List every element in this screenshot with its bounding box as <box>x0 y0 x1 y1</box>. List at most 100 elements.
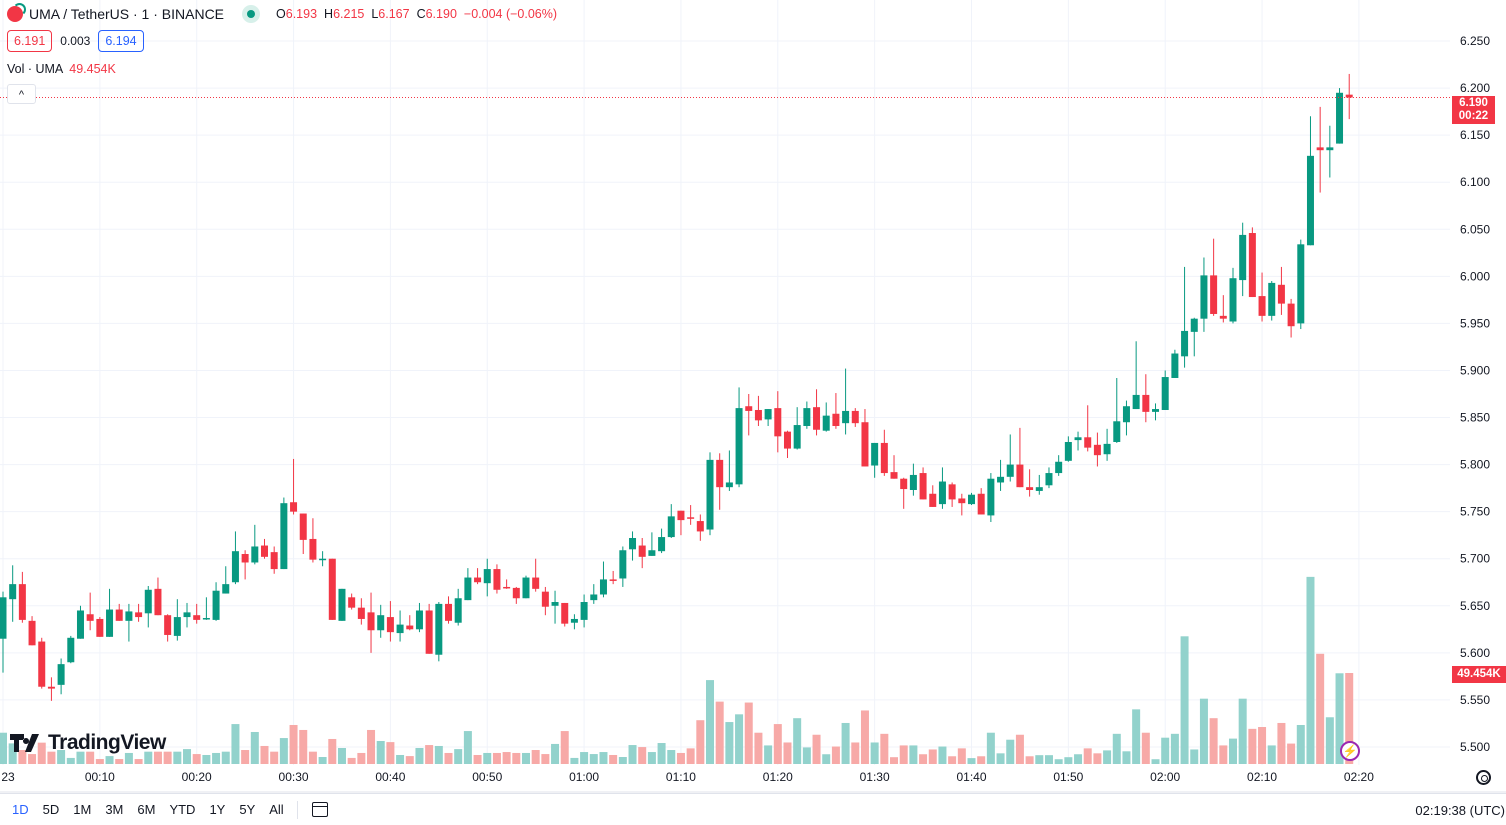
range-button-3m[interactable]: 3M <box>105 802 124 817</box>
date-range-buttons: 1D 5D 1M 3M 6M YTD 1Y 5Y All <box>5 802 291 817</box>
volume-bar <box>696 720 705 764</box>
volume-bar <box>512 752 521 764</box>
volume-bar <box>1132 709 1141 764</box>
range-button-1d[interactable]: 1D <box>12 802 29 817</box>
candle-body <box>696 521 704 532</box>
candle-body <box>890 472 898 479</box>
volume-legend-label[interactable]: Vol · UMA <box>7 62 64 76</box>
candle-body <box>1306 155 1314 246</box>
volume-bar <box>657 743 666 764</box>
volume-bar <box>870 742 879 764</box>
volume-bar <box>967 758 976 764</box>
volume-bar <box>173 751 182 764</box>
volume-bar <box>1054 759 1063 764</box>
range-button-all[interactable]: All <box>269 802 284 817</box>
candle-body <box>1006 464 1014 477</box>
candle-body <box>396 624 404 634</box>
range-button-5y[interactable]: 5Y <box>239 802 256 817</box>
candle-body <box>909 474 917 491</box>
range-button-1y[interactable]: 1Y <box>209 802 226 817</box>
low-label: L <box>371 7 379 21</box>
candle-body <box>144 589 152 614</box>
candle-body <box>106 609 114 637</box>
candle-body <box>18 584 26 620</box>
open-value: 6.193 <box>285 7 318 21</box>
volume-bar <box>241 750 250 764</box>
volume-bar <box>948 756 957 764</box>
candle-body <box>648 550 656 556</box>
candle-body <box>813 407 821 430</box>
candle-body <box>483 569 491 584</box>
candle-body <box>164 615 172 635</box>
price-tick-label: 5.600 <box>1460 646 1490 660</box>
range-button-1m[interactable]: 1M <box>73 802 92 817</box>
volume-bar <box>735 714 744 764</box>
price-tick-label: 5.800 <box>1460 458 1490 472</box>
volume-bar <box>250 731 259 764</box>
volume-bar <box>647 752 656 764</box>
time-tick-label: 01:30 <box>860 770 890 784</box>
candle-body <box>1103 443 1111 455</box>
volume-bar <box>1074 754 1083 764</box>
volume-bar <box>580 752 589 764</box>
volume-bar <box>1103 750 1112 764</box>
settings-gear-icon[interactable] <box>1476 770 1491 785</box>
candle-body <box>1055 461 1063 474</box>
volume-bar <box>328 738 337 764</box>
candle-body <box>1248 233 1256 298</box>
candle-body <box>900 478 908 490</box>
candle-body <box>0 597 7 639</box>
candle-body <box>1239 234 1247 281</box>
volume-bar <box>463 731 472 764</box>
volume-bar <box>231 724 240 764</box>
volume-bar <box>831 746 840 764</box>
volume-bar <box>551 743 560 764</box>
candle-body <box>241 554 249 563</box>
volume-bar <box>1170 733 1179 764</box>
volume-bar <box>957 748 966 764</box>
symbol-legend: UMA / TetherUS · 1 · BINANCE O6.193 H6.2… <box>7 3 557 23</box>
candle-body <box>1142 394 1150 412</box>
candle-body <box>1210 275 1218 314</box>
volume-bar <box>483 752 492 764</box>
candle-body <box>638 545 646 557</box>
candle-body <box>851 410 859 424</box>
volume-bar <box>0 732 7 764</box>
candle-body <box>677 510 685 521</box>
candle-body <box>270 552 278 570</box>
candle-body <box>193 615 201 620</box>
candle-body <box>667 516 675 538</box>
volume-bar <box>1345 673 1354 764</box>
volume-bar <box>347 757 356 764</box>
volume-bar <box>977 756 986 764</box>
candle-body <box>842 410 850 424</box>
volume-bar <box>134 759 143 764</box>
volume-bar <box>560 731 569 764</box>
candlestick-chart[interactable]: 6.250 6.200 6.150 6.100 6.050 6.000 5.950 5.900… <box>0 0 1506 793</box>
collapse-legend-button[interactable]: ^ <box>7 84 36 104</box>
lightning-icon[interactable]: ⚡ <box>1340 741 1360 761</box>
candle-body <box>86 614 94 621</box>
volume-bar <box>18 750 27 764</box>
volume-bar <box>1151 759 1160 764</box>
candle-body <box>503 586 511 589</box>
range-button-5d[interactable]: 5D <box>42 802 60 817</box>
calendar-goto-icon[interactable] <box>311 802 328 817</box>
range-button-6m[interactable]: 6M <box>137 802 156 817</box>
candle-body <box>1074 437 1082 441</box>
range-button-ytd[interactable]: YTD <box>169 802 196 817</box>
volume-bar <box>715 701 724 764</box>
volume-legend-value: 49.454K <box>69 62 116 76</box>
candle-body <box>987 478 995 516</box>
market-open-status-icon[interactable] <box>242 5 261 23</box>
sell-button[interactable]: 6.191 <box>7 30 53 52</box>
candle-body <box>1171 353 1179 378</box>
volume-bar <box>163 751 172 764</box>
volume-bar <box>95 759 104 764</box>
candle-body <box>1200 275 1208 319</box>
symbol-title[interactable]: UMA / TetherUS · 1 · BINANCE <box>29 6 225 22</box>
tradingview-watermark[interactable]: TradingView <box>10 731 166 755</box>
volume-bar <box>1006 739 1015 764</box>
utc-clock[interactable]: 02:19:38 (UTC) <box>1415 803 1505 818</box>
buy-button[interactable]: 6.194 <box>98 30 144 52</box>
